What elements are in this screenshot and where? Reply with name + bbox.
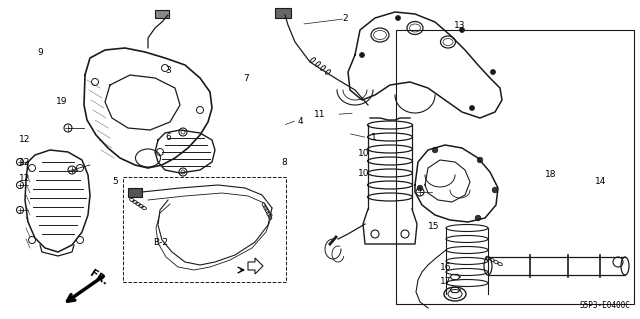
- Circle shape: [360, 53, 365, 57]
- Text: S5P3-E0400C: S5P3-E0400C: [579, 301, 630, 310]
- Text: 17: 17: [440, 277, 452, 286]
- Text: 6: 6: [165, 133, 171, 142]
- Text: 19: 19: [56, 97, 68, 106]
- Text: 2: 2: [342, 14, 348, 23]
- Text: 18: 18: [545, 170, 557, 179]
- Text: 1: 1: [371, 133, 377, 142]
- Circle shape: [470, 106, 474, 110]
- Bar: [128, 188, 142, 197]
- Text: FR.: FR.: [88, 269, 109, 287]
- Text: 16: 16: [440, 263, 452, 272]
- Circle shape: [490, 70, 495, 75]
- Text: 12: 12: [19, 158, 31, 167]
- Text: 12: 12: [19, 135, 31, 144]
- Text: 9: 9: [37, 48, 43, 57]
- Circle shape: [475, 215, 481, 221]
- Text: 14: 14: [595, 177, 607, 186]
- Circle shape: [477, 157, 483, 163]
- Text: 3: 3: [165, 66, 171, 75]
- Text: 10: 10: [358, 169, 370, 178]
- Text: 12: 12: [19, 174, 31, 183]
- Bar: [123, 177, 286, 282]
- Text: B-2: B-2: [154, 238, 168, 247]
- Text: 11: 11: [314, 110, 325, 119]
- Circle shape: [492, 187, 498, 193]
- Text: 8: 8: [282, 158, 287, 167]
- Text: 7: 7: [243, 74, 249, 83]
- Bar: [275, 8, 291, 18]
- Text: 10: 10: [358, 149, 370, 158]
- Circle shape: [417, 185, 423, 191]
- Text: 4: 4: [298, 117, 303, 126]
- Text: 13: 13: [454, 21, 466, 30]
- Circle shape: [432, 147, 438, 153]
- Circle shape: [396, 16, 401, 20]
- Bar: [396, 30, 634, 304]
- Text: 15: 15: [428, 222, 439, 231]
- Polygon shape: [248, 258, 263, 274]
- Text: 5: 5: [112, 177, 118, 186]
- Circle shape: [460, 27, 465, 33]
- Bar: [155, 10, 169, 18]
